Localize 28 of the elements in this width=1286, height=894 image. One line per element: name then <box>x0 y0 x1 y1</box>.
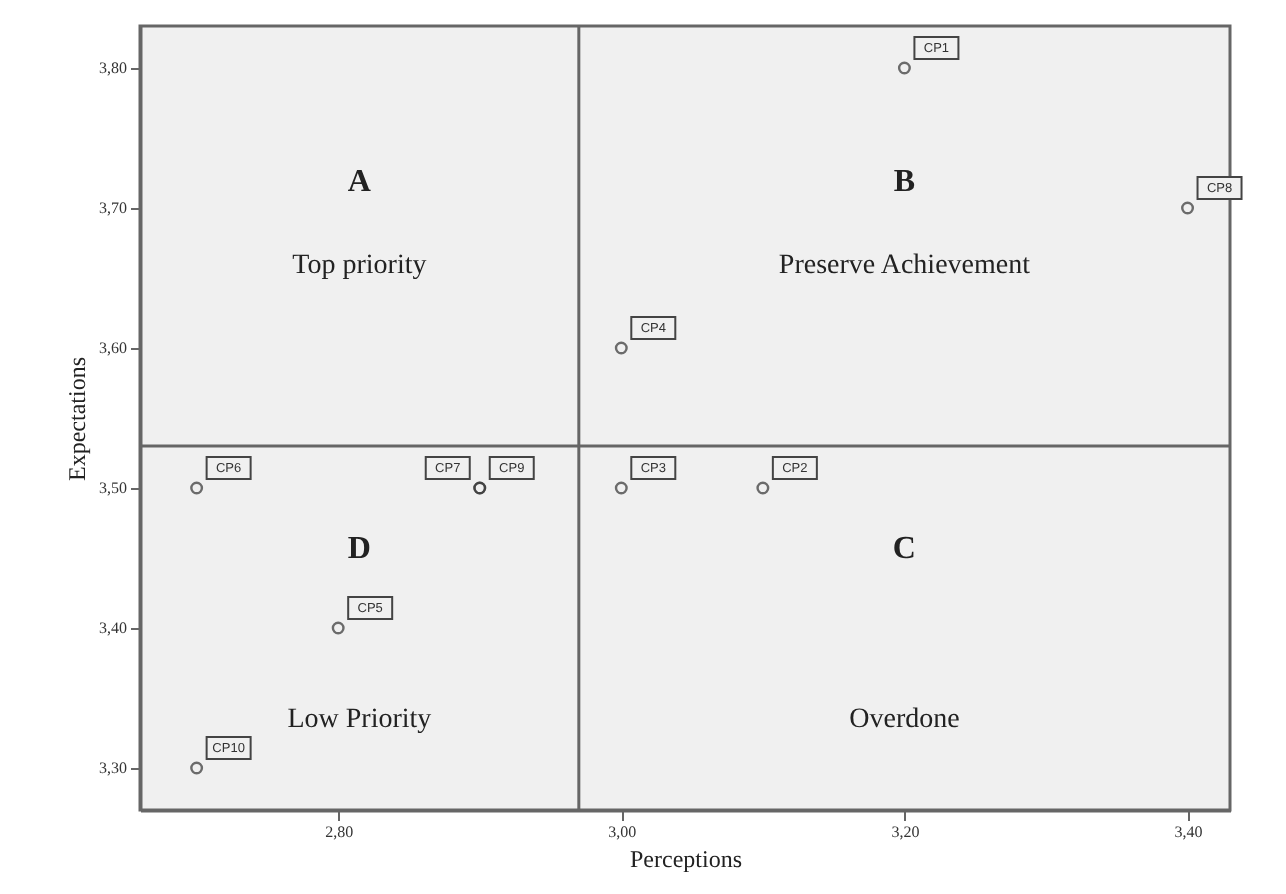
x-axis-title: Perceptions <box>630 845 743 873</box>
point <box>331 621 345 635</box>
point <box>614 481 628 495</box>
point <box>190 481 204 495</box>
annotation: B <box>893 165 916 200</box>
y-tick-label: 3,80 <box>99 59 127 77</box>
x-tick-label: 3,00 <box>608 823 637 841</box>
point <box>756 481 770 495</box>
x-tick-label: 2,80 <box>325 823 354 841</box>
y-tick-label: 3,70 <box>99 199 127 217</box>
annotation: Preserve Achievement <box>778 251 1031 282</box>
x-tick-label: 3,40 <box>1174 823 1203 841</box>
y-axis-title: Expectations <box>63 356 91 481</box>
y-tick-label: 3,50 <box>99 479 127 497</box>
annotation: D <box>347 531 371 566</box>
annotation: A <box>347 165 372 200</box>
point <box>614 341 628 355</box>
x-tick-label: 3,20 <box>891 823 920 841</box>
annotation: Overdone <box>849 705 960 735</box>
annotation: Low Priority <box>287 705 432 735</box>
point <box>1181 201 1195 215</box>
y-tick-label: 3,30 <box>99 759 127 777</box>
point <box>897 61 911 75</box>
y-tick-label: 3,60 <box>99 339 127 357</box>
y-tick-label: 3,40 <box>99 619 127 637</box>
point <box>190 761 204 775</box>
annotation: Top priority <box>292 251 427 282</box>
annotation: C <box>892 531 916 566</box>
